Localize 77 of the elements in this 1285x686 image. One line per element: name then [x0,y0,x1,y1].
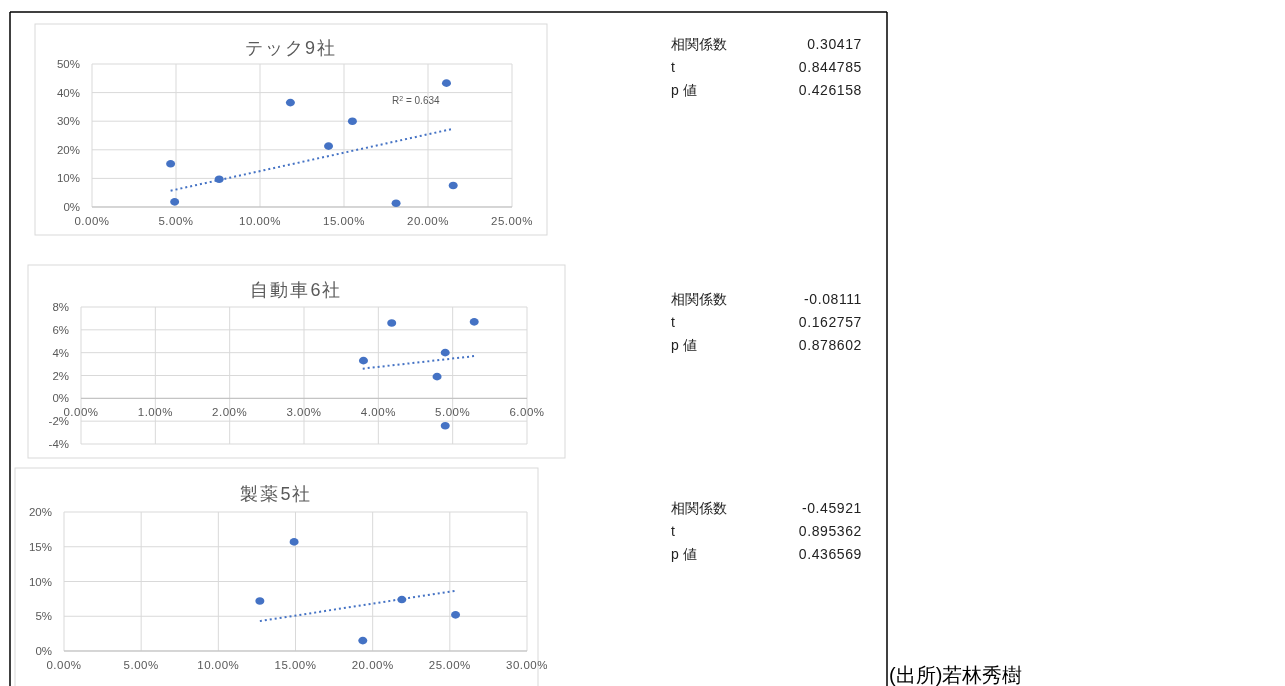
annotation: R$^{2}$ = 0.634 [392,94,440,106]
x-tick-label: 25.00% [428,659,471,671]
text: 0.436569 [798,546,862,562]
y-tick-label: 50% [56,58,80,70]
text: 0.30417 [807,36,862,52]
x-tick-label: 20.00% [406,215,450,227]
point [289,538,299,546]
y-tick-label: 0% [52,392,69,405]
x-tick-label: 3.00% [286,406,322,419]
text: t [671,523,675,539]
y-tick-label: 30% [56,115,80,128]
text: 0.844785 [798,59,862,75]
x-tick-label: 10.00% [238,215,282,227]
y-tick-label: 10% [28,575,52,588]
y-tick-label: 20% [56,143,80,156]
y-tick-label: 8% [52,301,69,313]
y-tick-label: 4% [52,346,69,359]
y-tick-label: 5% [35,610,52,623]
text: 0.426158 [798,82,862,98]
point [255,597,265,605]
x-tick-label: 20.00% [351,659,394,671]
x-tick-label: 6.00% [509,406,545,419]
y-tick-label: -4% [48,438,69,450]
y-tick-label: 0% [63,201,80,213]
point [451,611,461,619]
x-tick-label: 0.00% [46,659,82,671]
point [285,98,295,107]
y-tick-label: 10% [56,172,80,185]
y-tick-label: 0% [35,645,52,657]
point [432,372,442,381]
y-tick-label: 15% [28,540,52,553]
x-tick-label: 5.00% [158,215,194,227]
point [166,160,176,168]
y-tick-label: 20% [28,506,52,518]
point [358,636,368,645]
text: t [671,59,675,75]
point [440,348,450,357]
chart-title: 製薬5社 [240,484,313,504]
chart-title: 自動車6社 [250,280,343,300]
y-tick-label: 6% [52,323,69,336]
x-tick-label: 5.00% [123,659,159,671]
x-tick-label: 2.00% [212,406,248,419]
text: 相関係数 [671,36,727,52]
x-tick-label: 15.00% [274,659,317,671]
text: -0.08111 [804,291,862,307]
text: p 値 [671,546,697,562]
text: 相関係数 [671,291,727,307]
point [358,356,368,365]
x-tick-label: 4.00% [360,406,396,419]
text: t [671,314,675,330]
x-tick-label: 0.00% [74,215,110,227]
point [441,79,451,87]
point [387,319,397,327]
x-tick-label: 5.00% [435,406,471,419]
text: p 値 [671,337,697,353]
text: -0.45921 [801,500,862,516]
y-tick-label: 2% [52,369,69,382]
text: 相関係数 [671,500,727,516]
text: 0.895362 [798,523,862,539]
x-tick-label: 25.00% [490,215,534,227]
point [391,199,401,208]
point [448,181,458,190]
point [170,198,180,206]
point [324,142,334,150]
x-tick-label: 30.00% [505,659,549,671]
text: p 値 [671,82,697,98]
text: 0.162757 [798,314,862,330]
point [469,318,479,326]
x-tick-label: 10.00% [197,659,240,671]
point [347,117,357,125]
x-tick-label: 1.00% [137,406,173,419]
text: (出所)若林秀樹 [889,664,1023,686]
text: 0.878602 [798,337,862,353]
point [440,421,450,430]
x-tick-label: 15.00% [322,215,366,227]
chart-title: テック9社 [244,38,338,58]
y-tick-label: 40% [56,86,80,99]
